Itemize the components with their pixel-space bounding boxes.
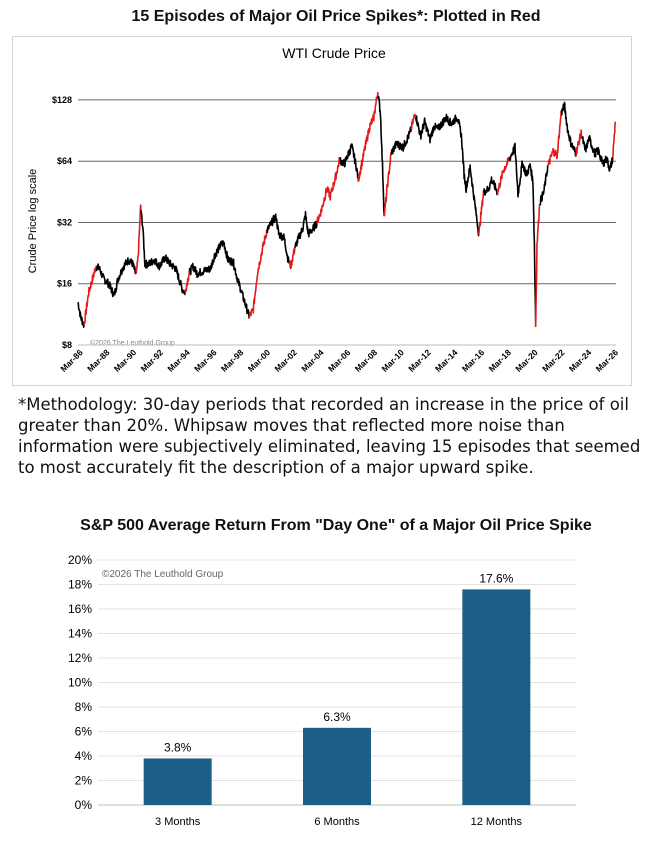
bar-chart-svg: ©2026 The Leuthold Group 0% 2% 4% 6% 8% 10% 12… — [68, 553, 576, 828]
wti-price-segment — [539, 165, 549, 206]
wti-price-segment — [339, 143, 360, 182]
bar-value-label: 6.3% — [323, 710, 351, 724]
wti-price-segment — [390, 126, 412, 155]
wti-spike-segment — [83, 265, 98, 325]
bar-y-tick-label: 18% — [68, 578, 92, 592]
wti-chart: WTI Crude Price Crude Price log scale ©2… — [12, 36, 632, 386]
bar-y-tick-label: 10% — [68, 676, 92, 690]
bar-value-label: 17.6% — [479, 571, 513, 585]
bar-y-tick-label: 8% — [75, 700, 93, 714]
wti-spike-segment — [383, 151, 393, 216]
wti-price-segment — [560, 101, 577, 157]
methodology-note: *Methodology: 30-day periods that record… — [18, 395, 641, 477]
wti-spike-segment — [478, 190, 485, 235]
wti-price-segment — [377, 95, 386, 217]
wti-spike-segment — [316, 157, 341, 224]
wti-watermark: ©2026 The Leuthold Group — [90, 339, 175, 347]
bar-y-tick-label: 20% — [68, 553, 92, 567]
wti-price-segment — [508, 142, 537, 327]
bar-value-label: 3.8% — [164, 740, 192, 754]
top-chart-title: 15 Episodes of Major Oil Price Spikes*: … — [131, 8, 541, 25]
wti-price-segment — [140, 210, 186, 296]
bar-y-tick-label: 0% — [75, 798, 93, 812]
wti-price-segment — [580, 135, 614, 172]
wti-price-segment — [95, 257, 137, 298]
bar-y-tick-label: 12% — [68, 651, 92, 665]
wti-spike-segment — [288, 246, 296, 270]
bar-y-tick-label: 6% — [75, 725, 93, 739]
wti-spike-segment — [575, 129, 583, 157]
wti-spike-segment — [410, 113, 417, 130]
wti-y-tick-label: $128 — [52, 95, 72, 105]
wti-price-segment — [294, 210, 318, 248]
wti-spike-segment — [547, 110, 563, 167]
bar-3 — [462, 589, 531, 805]
bar-category-label: 6 Months — [314, 816, 360, 828]
bar-2 — [303, 727, 371, 805]
wti-y-tick-label: $64 — [57, 156, 72, 166]
wti-spike-segment — [534, 203, 541, 327]
bar-y-tick-label: 2% — [75, 774, 93, 788]
bar-y-tick-label: 4% — [75, 749, 93, 763]
bottom-chart-title: S&P 500 Average Return From "Day One" of… — [80, 517, 592, 534]
wti-spike-segment — [611, 121, 617, 158]
wti-price-segment — [483, 176, 499, 196]
wti-price-segment — [188, 240, 250, 319]
wti-chart-title: WTI Crude Price — [282, 45, 386, 61]
bar-y-tick-label: 14% — [68, 627, 92, 641]
wti-spike-segment — [184, 271, 191, 292]
wti-y-tick-label: $32 — [57, 217, 72, 227]
bar-category-label: 3 Months — [155, 816, 201, 828]
wti-price-segment — [414, 113, 480, 237]
wti-price-segment — [266, 213, 291, 264]
wti-y-axis-label: Crude Price log scale — [27, 169, 39, 274]
bar-category-label: 12 Months — [471, 816, 523, 828]
bar-watermark: ©2026 The Leuthold Group — [102, 569, 224, 580]
bar-1 — [143, 758, 212, 805]
bar-y-tick-label: 16% — [68, 602, 92, 616]
wti-chart-svg: WTI Crude Price Crude Price log scale ©2… — [12, 36, 632, 386]
wti-spike-segment — [135, 204, 142, 274]
wti-spike-segment — [248, 229, 268, 319]
wti-spike-segment — [357, 91, 379, 182]
wti-spike-segment — [496, 156, 511, 196]
wti-y-tick-label: $16 — [57, 279, 72, 289]
wti-price-segment — [77, 302, 85, 329]
wti-y-tick-label: $8 — [62, 340, 72, 350]
sp500-bar-chart: ©2026 The Leuthold Group 0% 2% 4% 6% 8% 10% 12… — [20, 548, 640, 848]
